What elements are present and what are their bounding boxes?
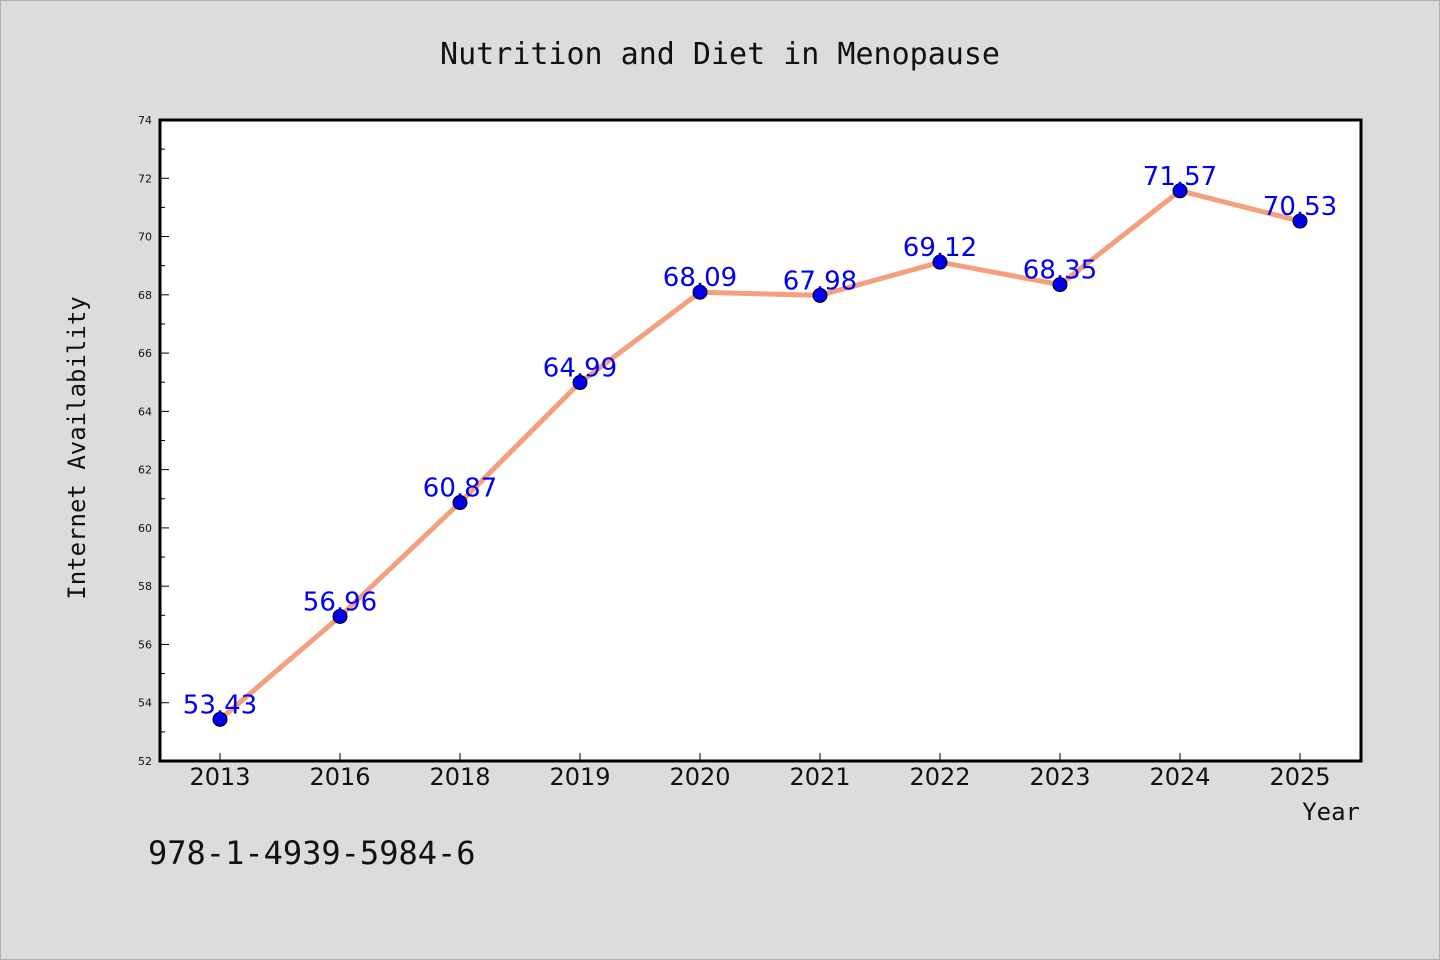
data-point [332, 608, 348, 624]
y-tick-label: 58 [138, 580, 152, 593]
data-label: 60.87 [423, 474, 497, 504]
x-tick-label: 2013 [189, 763, 250, 791]
data-point [572, 375, 588, 391]
x-tick-label: 2022 [909, 763, 970, 791]
data-point [1292, 213, 1308, 229]
y-tick-label: 60 [138, 522, 152, 535]
plot-area [160, 120, 1361, 761]
x-tick-label: 2019 [549, 763, 610, 791]
x-tick-label: 2023 [1029, 763, 1090, 791]
x-axis: 2013 2016 2018 2019 2020 2021 2022 2023 2024 2025 [189, 753, 1331, 791]
data-point [1052, 277, 1068, 293]
y-tick-label: 72 [138, 172, 152, 185]
data-point [932, 254, 948, 270]
data-label: 69.12 [903, 233, 977, 263]
data-point [212, 711, 228, 727]
y-tick-label: 62 [138, 464, 152, 477]
y-tick-label: 56 [138, 638, 152, 651]
series-line [217, 188, 1303, 722]
data-label: 68.35 [1023, 256, 1097, 286]
y-tick-label: 64 [138, 405, 152, 418]
data-labels: 53.43 56.96 60.87 64.99 68.09 67.98 69.12 68.35… [183, 162, 1337, 721]
data-markers [212, 183, 1308, 727]
y-tick-label: 74 [138, 114, 152, 127]
y-axis-label: Internet Availability [63, 296, 91, 599]
x-tick-label: 2018 [429, 763, 490, 791]
y-tick-label: 68 [138, 289, 152, 302]
data-point [1172, 183, 1188, 199]
data-label: 56.96 [303, 587, 377, 617]
x-tick-label: 2016 [309, 763, 370, 791]
data-label: 68.09 [663, 263, 737, 293]
data-point [812, 287, 828, 303]
data-label: 64.99 [543, 354, 617, 384]
chart-title: Nutrition and Diet in Menopause [440, 37, 1000, 72]
data-label: 70.53 [1263, 192, 1337, 222]
isbn-label: 978-1-4939-5984-6 [148, 834, 476, 872]
data-point [692, 284, 708, 300]
data-label: 67.98 [783, 266, 857, 296]
x-tick-label: 2020 [669, 763, 730, 791]
y-tick-label: 52 [138, 755, 152, 768]
plot-frame [158, 118, 1363, 763]
data-label: 71.57 [1143, 162, 1217, 192]
data-point [452, 495, 468, 511]
x-tick-label: 2024 [1149, 763, 1210, 791]
y-tick-label: 54 [138, 697, 152, 710]
y-tick-label: 70 [138, 231, 152, 244]
x-tick-label: 2021 [789, 763, 850, 791]
data-label: 53.43 [183, 690, 257, 720]
x-tick-label: 2025 [1269, 763, 1330, 791]
y-tick-label: 66 [138, 347, 152, 360]
x-axis-label: Year [1302, 798, 1360, 826]
